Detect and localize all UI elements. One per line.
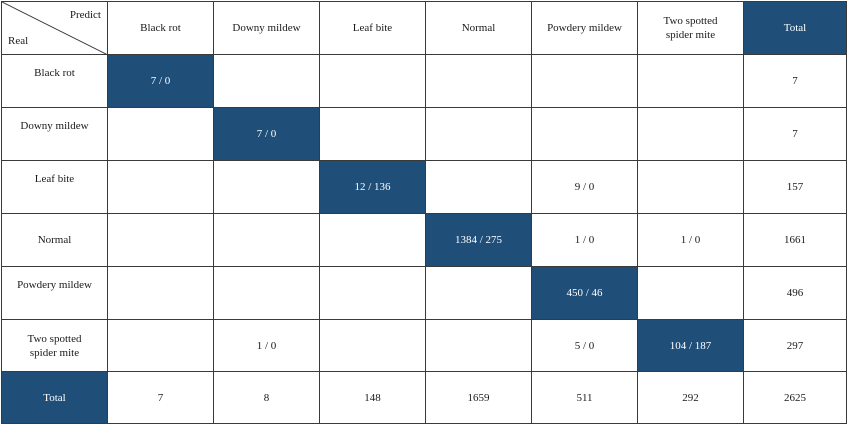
- column-header: Two spotted spider mite: [637, 1, 744, 55]
- column-header: Black rot: [107, 1, 214, 55]
- data-cell: 450 / 46: [531, 266, 638, 320]
- total-cell: 157: [743, 160, 847, 214]
- row-axis-label: Real: [8, 35, 29, 47]
- data-cell: [107, 107, 214, 161]
- total-cell: 7: [743, 54, 847, 108]
- data-cell: [637, 266, 744, 320]
- data-cell: 1384 / 275: [425, 213, 532, 267]
- data-cell: [319, 266, 426, 320]
- column-header-total: Total: [743, 1, 847, 55]
- total-cell: 148: [319, 371, 426, 424]
- row-header: Leaf bite: [1, 160, 108, 214]
- row-header: Downy mildew: [1, 107, 108, 161]
- total-cell: 496: [743, 266, 847, 320]
- row-header: Black rot: [1, 54, 108, 108]
- table-row: Powdery mildew 450 / 46 496: [1, 266, 847, 320]
- data-cell: [107, 213, 214, 267]
- total-cell: 7: [743, 107, 847, 161]
- row-header-total: Total: [1, 371, 108, 424]
- corner-cell: Predict Real: [1, 1, 108, 55]
- data-cell: [425, 319, 532, 372]
- column-header: Normal: [425, 1, 532, 55]
- data-cell: 12 / 136: [319, 160, 426, 214]
- data-cell: 7 / 0: [213, 107, 320, 161]
- grand-total-cell: 2625: [743, 371, 847, 424]
- data-cell: [107, 266, 214, 320]
- data-cell: [531, 54, 638, 108]
- data-cell: [425, 107, 532, 161]
- data-cell: [213, 160, 320, 214]
- data-cell: [637, 107, 744, 161]
- data-cell: [319, 54, 426, 108]
- row-header: Normal: [1, 213, 108, 267]
- total-cell: 1661: [743, 213, 847, 267]
- data-cell: [319, 107, 426, 161]
- data-cell: [531, 107, 638, 161]
- total-cell: 8: [213, 371, 320, 424]
- totals-row: Total 7 8 148 1659 511 292 2625: [1, 371, 847, 424]
- data-cell: 1 / 0: [531, 213, 638, 267]
- total-cell: 297: [743, 319, 847, 372]
- data-cell: [425, 54, 532, 108]
- row-header: Powdery mildew: [1, 266, 108, 320]
- data-cell: 1 / 0: [213, 319, 320, 372]
- column-header: Downy mildew: [213, 1, 320, 55]
- data-cell: [107, 160, 214, 214]
- table-row: Downy mildew 7 / 0 7: [1, 107, 847, 161]
- total-cell: 292: [637, 371, 744, 424]
- data-cell: [213, 266, 320, 320]
- data-cell: [425, 266, 532, 320]
- total-cell: 511: [531, 371, 638, 424]
- data-cell: [319, 319, 426, 372]
- row-header: Two spotted spider mite: [1, 319, 108, 372]
- column-header: Leaf bite: [319, 1, 426, 55]
- table-row: Leaf bite 12 / 136 9 / 0 157: [1, 160, 847, 214]
- data-cell: 7 / 0: [107, 54, 214, 108]
- data-cell: 9 / 0: [531, 160, 638, 214]
- data-cell: 104 / 187: [637, 319, 744, 372]
- table-row: Two spotted spider mite 1 / 0 5 / 0 104 …: [1, 319, 847, 372]
- total-cell: 1659: [425, 371, 532, 424]
- header-row: Predict Real Black rot Downy mildew Leaf…: [1, 1, 847, 55]
- data-cell: [213, 54, 320, 108]
- data-cell: [319, 213, 426, 267]
- data-cell: 1 / 0: [637, 213, 744, 267]
- data-cell: [213, 213, 320, 267]
- column-header: Powdery mildew: [531, 1, 638, 55]
- table-row: Normal 1384 / 275 1 / 0 1 / 0 1661: [1, 213, 847, 267]
- total-cell: 7: [107, 371, 214, 424]
- column-axis-label: Predict: [69, 9, 101, 21]
- table-row: Black rot 7 / 0 7: [1, 54, 847, 108]
- data-cell: [637, 160, 744, 214]
- diagonal-line: [2, 2, 107, 54]
- data-cell: [637, 54, 744, 108]
- data-cell: 5 / 0: [531, 319, 638, 372]
- data-cell: [107, 319, 214, 372]
- data-cell: [425, 160, 532, 214]
